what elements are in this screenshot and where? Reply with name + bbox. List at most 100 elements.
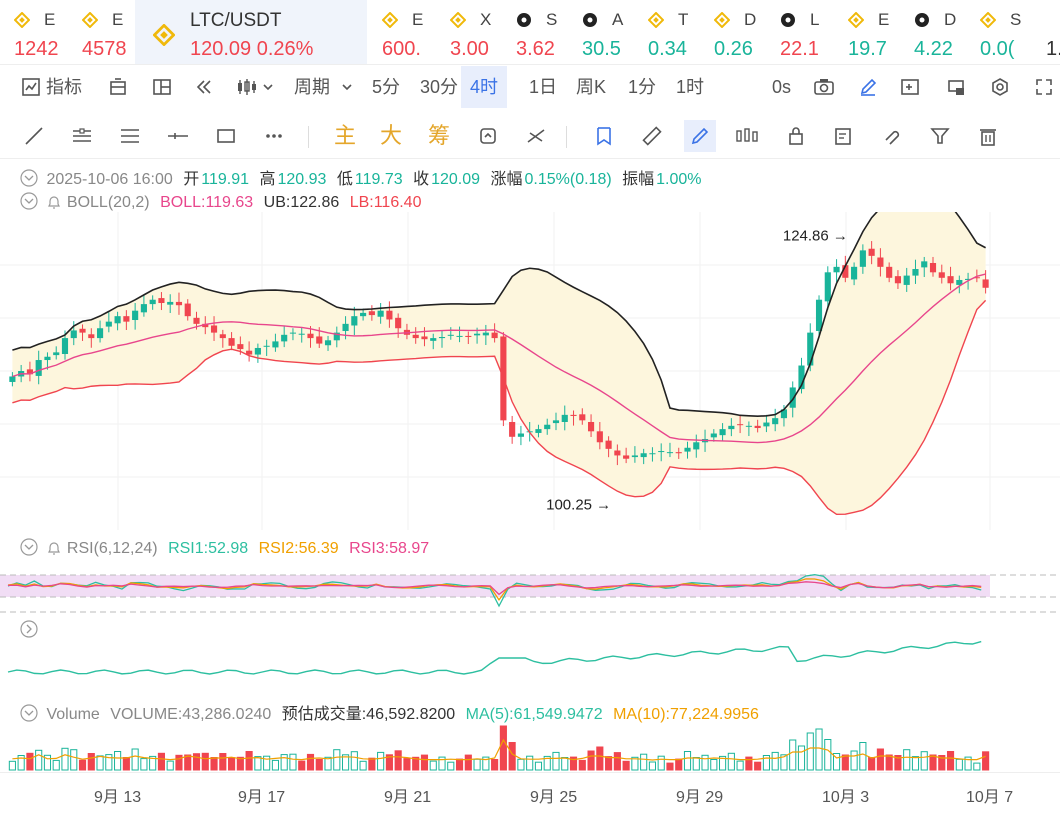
candle <box>824 266 831 310</box>
binance-icon <box>714 12 730 28</box>
chips-button[interactable]: 筹 <box>428 123 451 148</box>
collapse-icon[interactable] <box>20 169 38 187</box>
collapse-icon[interactable] <box>20 704 38 722</box>
candle <box>70 321 77 346</box>
rectangle-icon[interactable] <box>210 120 242 152</box>
settings-icon[interactable] <box>988 66 1012 108</box>
collapsed-panel-toggle[interactable] <box>20 620 42 640</box>
indicator-chart-icon[interactable] <box>20 66 42 108</box>
volume-bar <box>710 759 718 771</box>
price-chart[interactable]: 124.86 → 100.25 → <box>0 212 1060 530</box>
boll-label[interactable]: BOLL(20,2) <box>66 194 150 211</box>
volume-bar <box>122 757 130 771</box>
ticker-item[interactable]: LTC/USDT 120.09 0.26% <box>135 0 367 64</box>
candle <box>561 405 568 431</box>
expand-icon[interactable] <box>20 620 38 638</box>
bell-icon[interactable] <box>46 540 62 556</box>
interval-tab[interactable]: 1日 <box>529 77 558 97</box>
volume-bar <box>70 749 78 771</box>
volume-value: VOLUME:43,286.0240 <box>110 706 272 723</box>
interval-tab[interactable]: 周K <box>576 77 607 97</box>
collapse-icon[interactable] <box>20 538 38 556</box>
rsi-chart[interactable] <box>0 562 1060 614</box>
bell-icon[interactable] <box>46 194 62 210</box>
volume-bar <box>561 757 569 771</box>
fullscreen-icon[interactable] <box>1032 66 1056 108</box>
sync-icon[interactable] <box>472 120 504 152</box>
pencil-icon[interactable] <box>856 66 880 108</box>
volume-bar <box>885 754 893 771</box>
candle <box>868 241 875 265</box>
ticker-item[interactable]: S 3.62 <box>516 0 578 64</box>
filter-icon[interactable] <box>924 120 956 152</box>
add-window-icon[interactable] <box>898 66 922 108</box>
measure-icon[interactable] <box>520 120 552 152</box>
candle-type-icon[interactable] <box>234 66 278 108</box>
candle <box>465 331 472 345</box>
ticker-item[interactable]: D 0.26 <box>714 0 776 64</box>
ticker-item[interactable]: S 0.0( <box>980 0 1042 64</box>
ticker-item[interactable]: E 600. <box>382 0 444 64</box>
candle <box>79 324 86 341</box>
lock-icon[interactable] <box>780 120 812 152</box>
note-icon[interactable] <box>828 120 860 152</box>
layout-icon[interactable] <box>106 66 130 108</box>
camera-icon[interactable] <box>812 66 836 108</box>
ticker-item[interactable]: E 19.7 <box>848 0 910 64</box>
horizontal-lines-icon[interactable] <box>66 120 98 152</box>
ticker-item[interactable]: D 4.22 <box>914 0 976 64</box>
interval-tab[interactable]: 4时 <box>461 66 508 108</box>
volume-chart[interactable] <box>0 722 1060 772</box>
volume-label[interactable]: Volume <box>46 706 100 723</box>
interval-tab[interactable]: 30分 <box>420 77 459 97</box>
rsi-label[interactable]: RSI(6,12,24) <box>66 540 158 557</box>
ticker-price: 4.22 <box>914 38 953 60</box>
ray-line-icon[interactable] <box>162 120 194 152</box>
interval-tab[interactable]: 1时 <box>676 77 705 97</box>
volume-bar <box>903 749 911 771</box>
ticker-symbol: S <box>1010 10 1022 29</box>
chevron-down-icon[interactable] <box>340 66 354 108</box>
ticker-item[interactable]: A 30.5 <box>582 0 644 64</box>
volume-bar <box>701 754 709 771</box>
trash-icon[interactable] <box>972 120 1004 152</box>
ticker-item[interactable]: X 3.00 <box>450 0 512 64</box>
collapse-icon[interactable] <box>20 192 38 210</box>
split-panel-icon[interactable] <box>150 66 174 108</box>
clear-icon[interactable] <box>944 66 968 108</box>
candles-icon[interactable] <box>732 120 764 152</box>
ruler-icon[interactable] <box>636 120 668 152</box>
big-order-button[interactable]: 大 <box>380 123 403 148</box>
binance-icon <box>82 12 98 28</box>
replay-icon[interactable] <box>192 66 216 108</box>
volume-bar <box>613 752 621 771</box>
volume-bar <box>403 758 411 771</box>
ticker-item[interactable]: E 1242 <box>14 0 76 64</box>
ticker-item[interactable]: L 22.1 <box>780 0 842 64</box>
volume-bar <box>491 759 499 771</box>
volume-bar <box>692 757 700 771</box>
ticker-item[interactable]: 1. <box>1046 0 1060 64</box>
candle <box>184 299 191 321</box>
volume-bar <box>87 753 95 771</box>
ticker-item[interactable]: E 4578 <box>82 0 144 64</box>
magnet-icon[interactable] <box>876 120 908 152</box>
ticker-item[interactable]: T 0.34 <box>648 0 710 64</box>
candle <box>246 341 253 362</box>
bookmark-icon[interactable] <box>588 120 620 152</box>
main-indicator-button[interactable]: 主 <box>334 123 357 148</box>
low-value: 119.73 <box>354 171 403 188</box>
trend-line-icon[interactable] <box>18 120 50 152</box>
ticker-symbol: E <box>878 10 890 29</box>
ticker-price: 22.1 <box>780 38 819 60</box>
indicators-button[interactable]: 指标 <box>46 77 82 97</box>
candle <box>351 306 358 336</box>
interval-tab[interactable]: 1分 <box>628 77 657 97</box>
channel-icon[interactable] <box>114 120 146 152</box>
period-dropdown[interactable]: 周期 <box>294 77 330 97</box>
interval-tab[interactable]: 5分 <box>372 77 401 97</box>
draw-pen-icon[interactable] <box>684 120 716 152</box>
candle <box>737 414 744 434</box>
more-icon[interactable] <box>258 120 290 152</box>
candle <box>202 316 209 335</box>
